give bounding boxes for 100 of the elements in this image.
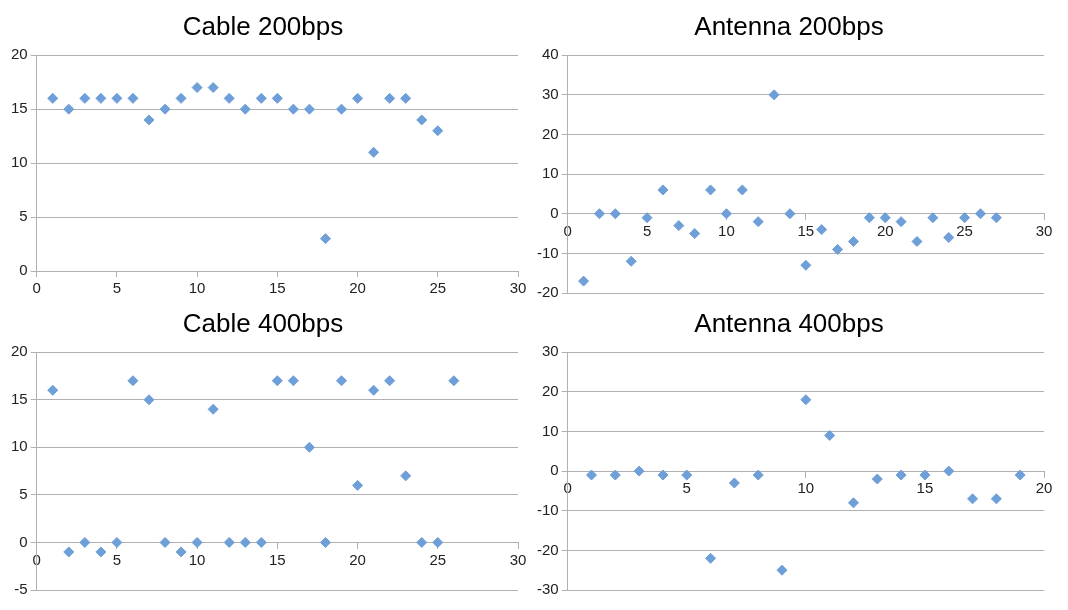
y-tick-label: 0 [19, 532, 28, 550]
point [609, 208, 621, 220]
point [319, 233, 331, 245]
y-tick-label: -20 [536, 283, 559, 301]
x-tick-label: 30 [509, 550, 527, 568]
point [768, 89, 780, 101]
y-tick-label: 0 [550, 203, 559, 221]
y-tick-label: -30 [536, 580, 559, 598]
y-tick-label: 15 [11, 389, 28, 407]
point [271, 92, 283, 104]
y-tick-label: 5 [19, 207, 28, 225]
x-tick-label: 25 [429, 550, 447, 568]
point [1014, 469, 1026, 481]
point [63, 103, 75, 115]
point [871, 473, 883, 485]
y-tick-label: 10 [11, 437, 28, 455]
y-tick-label: 40 [541, 45, 559, 63]
point [111, 92, 123, 104]
point [384, 92, 396, 104]
point [832, 243, 844, 255]
point [368, 384, 380, 396]
point [352, 479, 364, 491]
y-tick-label: -20 [536, 540, 559, 558]
x-tick-label: 0 [32, 279, 41, 297]
x-tick-label: 15 [916, 479, 934, 497]
point [352, 92, 364, 104]
y-tick-label: -5 [14, 580, 28, 598]
chart-title: Cable 400bps [182, 307, 344, 338]
point [127, 375, 139, 387]
point [384, 375, 396, 387]
point [752, 469, 764, 481]
point [432, 125, 444, 137]
point [287, 375, 299, 387]
point [641, 212, 653, 224]
point [47, 92, 59, 104]
point [895, 469, 907, 481]
point [143, 394, 155, 406]
x-tick-label: 5 [112, 550, 122, 568]
x-tick-label: 30 [1035, 221, 1053, 239]
point [974, 208, 986, 220]
point [223, 536, 235, 548]
x-tick-label: 30 [509, 279, 527, 297]
point [223, 92, 235, 104]
point [271, 375, 283, 387]
point [63, 546, 75, 558]
point [879, 212, 891, 224]
x-tick-label: 10 [718, 221, 735, 239]
point [400, 470, 412, 482]
point [207, 82, 219, 94]
point [79, 536, 91, 548]
point [919, 469, 931, 481]
point [432, 536, 444, 548]
y-tick-label: 0 [550, 461, 559, 479]
y-tick-label: 10 [11, 153, 28, 171]
point [586, 469, 597, 481]
point [303, 103, 315, 115]
point [159, 103, 171, 115]
point [720, 208, 732, 220]
x-tick-label: 5 [642, 221, 652, 239]
point [287, 103, 299, 115]
y-tick-label: 20 [11, 342, 28, 360]
point [95, 92, 107, 104]
x-tick-label: 25 [429, 279, 447, 297]
point [255, 92, 267, 104]
x-tick-label: 10 [188, 550, 206, 568]
y-tick-label: 10 [541, 164, 559, 182]
point [175, 92, 187, 104]
point [416, 536, 428, 548]
point [159, 536, 171, 548]
point [303, 441, 315, 453]
point [625, 255, 637, 267]
point [736, 184, 748, 196]
y-tick-label: 10 [541, 421, 559, 439]
point [673, 220, 685, 232]
x-tick-label: 20 [349, 550, 366, 568]
x-tick-label: 15 [269, 279, 286, 297]
y-tick-label: 15 [11, 99, 28, 117]
point [255, 536, 267, 548]
point [728, 477, 740, 489]
point [47, 384, 59, 396]
point [416, 114, 428, 126]
point [578, 275, 590, 287]
point [800, 259, 812, 271]
point [824, 429, 836, 441]
point [927, 212, 939, 224]
point [175, 546, 187, 558]
point [847, 497, 859, 509]
y-tick-label: 20 [541, 124, 559, 142]
point [239, 536, 251, 548]
x-tick-label: 20 [1035, 479, 1053, 497]
point [239, 103, 251, 115]
x-tick-label: 20 [876, 221, 894, 239]
point [593, 208, 605, 220]
point [911, 235, 923, 247]
point [943, 232, 955, 244]
point [319, 536, 331, 548]
point [959, 212, 971, 224]
x-tick-label: 10 [188, 279, 206, 297]
x-tick-label: 20 [349, 279, 366, 297]
point [448, 375, 460, 387]
